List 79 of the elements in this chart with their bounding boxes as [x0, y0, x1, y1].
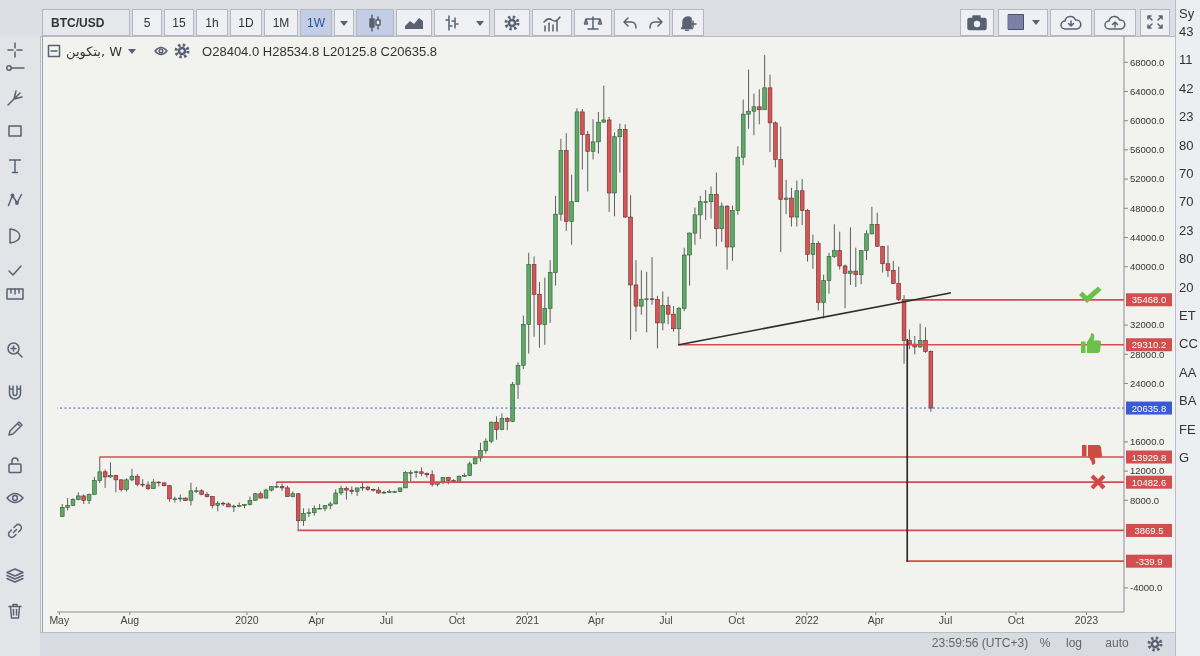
text: Sy — [1179, 6, 1195, 21]
candlestick — [719, 202, 724, 243]
text: log — [1065, 636, 1082, 650]
toolbar-button: 1M — [264, 9, 298, 36]
text: 80 — [1179, 251, 1194, 267]
x-tick-label: Oct — [448, 614, 466, 627]
text: BA — [1179, 393, 1197, 409]
y-tick-label: 60000.0 — [1130, 115, 1165, 127]
text: 23 — [1179, 222, 1194, 238]
annotation: 35468.0 — [1131, 294, 1167, 306]
candlestick — [102, 469, 108, 489]
x-tick-label: Oct — [728, 614, 745, 627]
text: CC — [1179, 336, 1198, 352]
y-tick-label: 44000.0 — [1130, 231, 1165, 243]
text: 20 — [1179, 279, 1194, 295]
text: G — [1179, 450, 1190, 465]
annotation: 10482.6 — [1131, 476, 1167, 488]
text: بتكوين, W — [66, 43, 123, 59]
text: FE — [1179, 421, 1196, 437]
text: 23:59:56 (UTC+3) — [930, 636, 1030, 650]
x-tick-label: Jul — [659, 614, 673, 627]
text: AA — [1179, 364, 1197, 380]
y-tick-label: 56000.0 — [1130, 144, 1165, 156]
y-tick-label: 12000.0 — [1130, 465, 1165, 477]
candlestick — [494, 415, 499, 441]
x-tick-label: Aug — [120, 614, 140, 627]
x-tick-label: Apr — [308, 614, 326, 627]
y-tick-label: 68000.0 — [1130, 56, 1165, 68]
toolbar-button: 1W — [300, 9, 332, 36]
y-tick-label: 48000.0 — [1130, 202, 1165, 214]
text: 80 — [1179, 137, 1194, 153]
y-tick-label: 32000.0 — [1130, 319, 1165, 331]
text: 43 — [1179, 24, 1194, 39]
x-tick-label: Apr — [867, 614, 885, 627]
symbol-field: BTC/USD — [42, 9, 130, 36]
x-tick-label: Oct — [1007, 614, 1025, 627]
text: 23 — [1179, 109, 1194, 125]
annotation: 13929.8 — [1131, 451, 1167, 463]
text: 11 — [1179, 52, 1193, 68]
x-tick-label: Apr — [588, 614, 605, 627]
x-tick-label: 2021 — [515, 614, 540, 627]
y-tick-label: -4000.0 — [1130, 582, 1163, 594]
y-tick-label: 52000.0 — [1130, 173, 1165, 185]
toolbar-button: 1D — [230, 9, 262, 36]
annotation: -339.9 — [1135, 555, 1163, 567]
candlestick — [108, 461, 113, 479]
text: auto — [1105, 636, 1129, 650]
text: 42 — [1179, 80, 1194, 96]
candlestick — [848, 226, 853, 286]
text: ET — [1179, 308, 1196, 323]
candlestick — [757, 88, 762, 125]
y-tick-label: 28000.0 — [1130, 348, 1165, 360]
x-tick-label: Jul — [379, 614, 394, 627]
ref-line-label: 20635.8 — [1131, 402, 1167, 414]
toolbar-button: 1h — [196, 9, 228, 36]
x-tick-label: Jul — [938, 614, 953, 627]
annotation: O28404.0 H28534.8 L20125.8 C20635.8 — [202, 43, 437, 59]
candlestick — [853, 247, 858, 288]
y-tick-label: 24000.0 — [1130, 377, 1165, 389]
text: 70 — [1179, 166, 1194, 181]
annotation: 29310.2 — [1131, 339, 1167, 351]
x-tick-label: 2023 — [1074, 614, 1099, 627]
toolbar-button: 15 — [164, 9, 194, 36]
candlestick — [789, 187, 794, 227]
candlestick — [660, 291, 665, 331]
candlestick — [762, 54, 767, 111]
toolbar-button: 5 — [132, 9, 162, 36]
y-tick-label: 16000.0 — [1130, 436, 1165, 448]
x-tick-label: May — [49, 614, 70, 627]
x-tick-label: 2022 — [795, 614, 819, 627]
annotation: 3869.5 — [1134, 524, 1164, 536]
y-tick-label: 8000.0 — [1130, 494, 1160, 506]
x-tick-label: 2020 — [235, 614, 259, 627]
text: % — [1039, 636, 1051, 650]
y-tick-label: 40000.0 — [1130, 261, 1165, 273]
text: 70 — [1179, 194, 1194, 210]
y-tick-label: 64000.0 — [1130, 85, 1165, 97]
candlestick — [810, 234, 816, 270]
candlestick — [783, 179, 789, 215]
